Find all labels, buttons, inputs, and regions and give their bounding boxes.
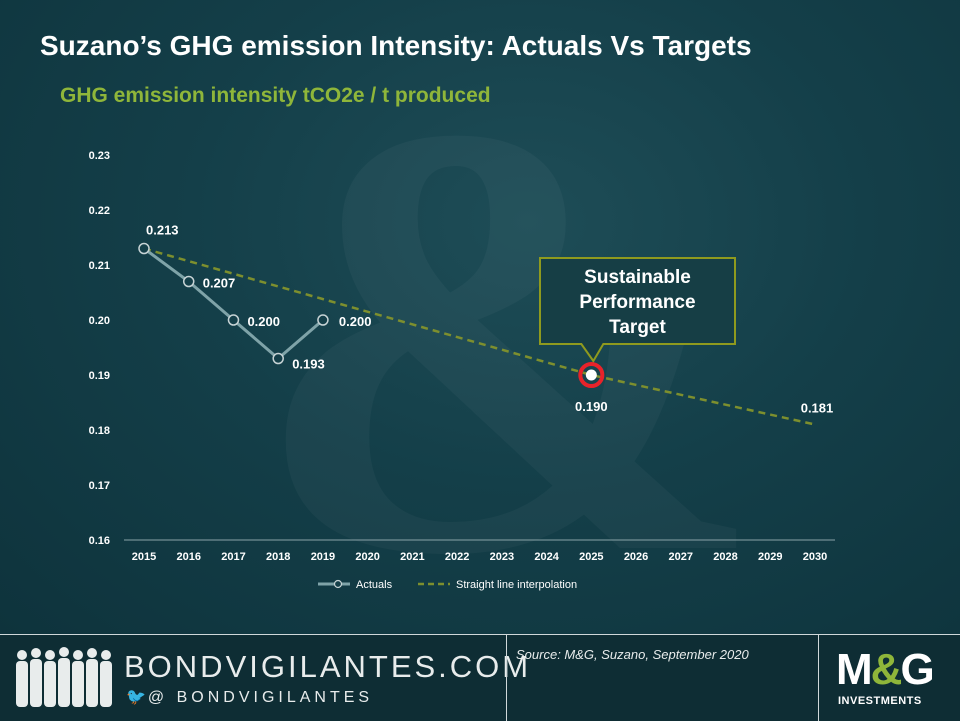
legend: Actuals Straight line interpolation <box>318 579 577 591</box>
actuals-data-label: 0.200 <box>247 314 280 329</box>
actuals-point <box>227 314 240 326</box>
footer-divider <box>818 635 819 721</box>
x-tick-label: 2029 <box>758 551 782 563</box>
actuals-data-label: 0.193 <box>292 357 325 372</box>
series-line-interpolation <box>143 247 816 426</box>
actuals-point <box>138 242 150 255</box>
x-tick-label: 2019 <box>311 551 335 563</box>
chart-subtitle: GHG emission intensity tCO2e / t produce… <box>60 84 491 107</box>
actuals-point <box>317 314 329 326</box>
y-tick-label: 0.21 <box>89 260 110 272</box>
actuals-data-label: 0.213 <box>146 223 179 238</box>
legend-label-interpolation: Straight line interpolation <box>456 579 577 591</box>
x-tick-label: 2020 <box>355 551 379 563</box>
legend-label-actuals: Actuals <box>356 579 393 591</box>
interpolation-data-label: 0.181 <box>801 401 834 416</box>
footer: BONDVIGILANTES.COM 🐦 @ BONDVIGILANTES Sou… <box>0 634 960 721</box>
handle-text: @ BONDVIGILANTES <box>147 689 374 706</box>
y-tick-label: 0.22 <box>89 205 110 217</box>
legend-swatch-marker <box>333 579 343 589</box>
chart: 0.160.170.180.190.200.210.220.23 2015 201… <box>89 150 835 591</box>
x-tick-label: 2018 <box>266 551 290 563</box>
x-tick-label: 2022 <box>445 551 469 563</box>
x-tick-label: 2017 <box>221 551 245 563</box>
slide-background: & Suzano’s GHG emission Intensity: Actua… <box>0 0 960 634</box>
y-tick-label: 0.16 <box>89 535 110 547</box>
annotation-layer: Sustainable Performance Target <box>539 257 736 388</box>
x-tick-label: 2028 <box>713 551 737 563</box>
annotation-text: Performance <box>579 292 695 313</box>
x-axis: 2015 2016 2017 2018 2019 2020 2021 2022 2023 2024… <box>124 539 835 563</box>
x-tick-label: 2026 <box>624 551 648 563</box>
y-tick-label: 0.18 <box>89 425 110 437</box>
y-tick-label: 0.17 <box>89 480 110 492</box>
actuals-data-label: 0.207 <box>203 276 236 291</box>
series-line-actuals <box>143 247 324 361</box>
x-tick-label: 2027 <box>669 551 693 563</box>
brand-name[interactable]: BONDVIGILANTES.COM <box>124 649 532 684</box>
mg-investments-logo: M&G INVESTMENTS <box>834 645 952 715</box>
x-tick-label: 2025 <box>579 551 603 563</box>
target-marker-center <box>585 369 597 381</box>
twitter-bird-icon: 🐦 <box>126 689 146 706</box>
y-tick-label: 0.20 <box>89 315 110 327</box>
interpolation-data-label: 0.190 <box>575 399 608 414</box>
x-tick-label: 2023 <box>490 551 514 563</box>
actuals-point <box>272 352 284 365</box>
target-marker-ring <box>578 362 605 388</box>
twitter-handle[interactable]: 🐦 @ BONDVIGILANTES <box>126 687 373 707</box>
x-tick-label: 2021 <box>400 551 424 563</box>
page-title: Suzano’s GHG emission Intensity: Actuals… <box>40 30 752 61</box>
x-tick-label: 2030 <box>803 551 827 563</box>
footer-divider <box>506 635 507 721</box>
actuals-data-label: 0.200 <box>339 314 372 329</box>
y-axis: 0.16 0.17 0.18 0.19 0.20 0.21 0.22 0.23 <box>89 150 110 547</box>
logo-wordmark: M&G <box>836 645 935 694</box>
annotation-text: Sustainable <box>584 267 691 288</box>
x-tick-label: 2016 <box>176 551 200 563</box>
logo-subtext: INVESTMENTS <box>838 695 922 707</box>
x-tick-label: 2024 <box>534 551 559 563</box>
crowd-silhouette-icon <box>16 647 112 707</box>
annotation-callout-box <box>539 257 736 363</box>
actuals-point <box>182 275 195 288</box>
source-note: Source: M&G, Suzano, September 2020 <box>516 647 749 662</box>
annotation-text: Target <box>609 317 666 338</box>
y-tick-label: 0.23 <box>89 150 110 162</box>
x-tick-label: 2015 <box>132 551 156 563</box>
y-tick-label: 0.19 <box>89 370 110 382</box>
series-layer: 0.213 0.207 0.200 0.193 0.200 0.190 0.181 <box>138 223 834 426</box>
